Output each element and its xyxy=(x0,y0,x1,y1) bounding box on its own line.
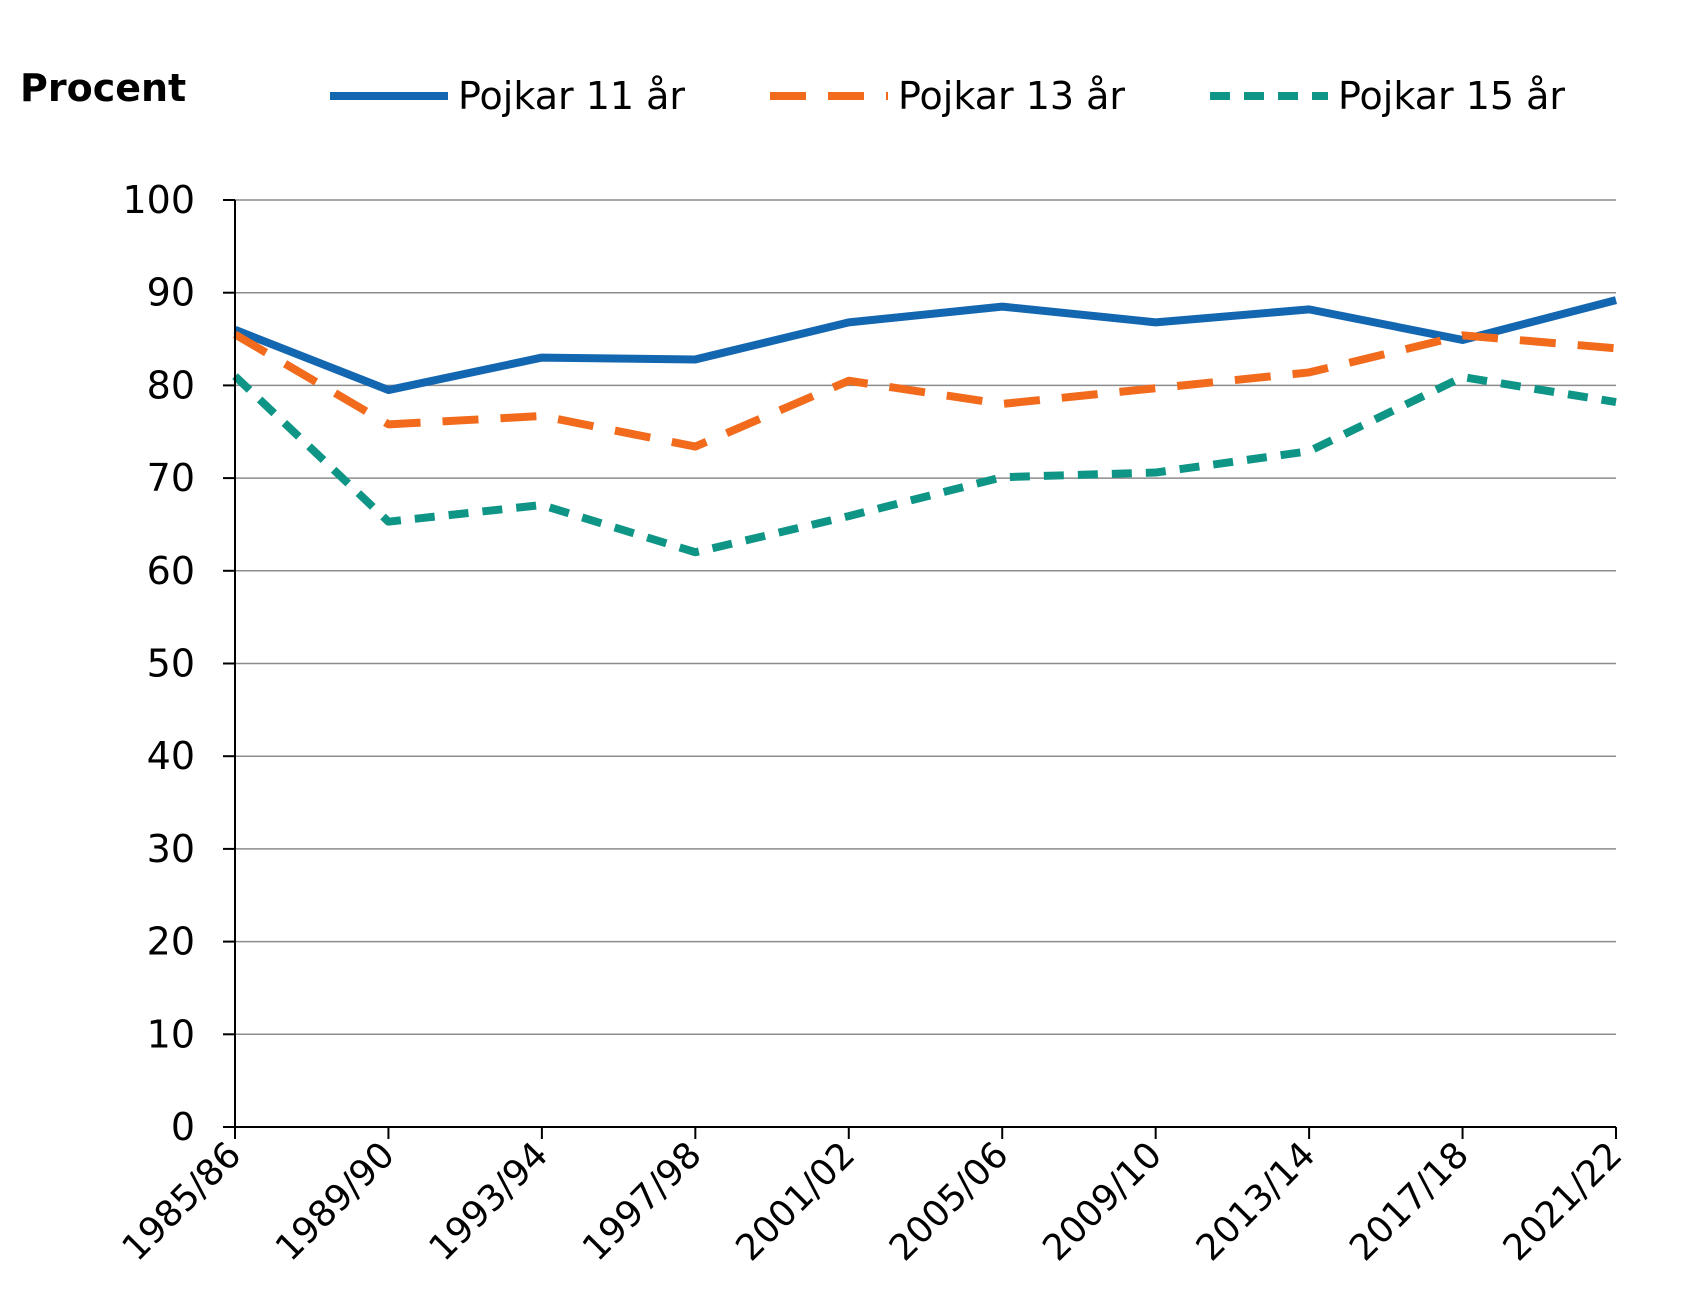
x-tick-labels: 1985/86 1989/90 1993/94 1997/98 2001/02 2005/… xyxy=(115,1134,1631,1269)
gridlines xyxy=(235,199,1616,1036)
x-tick-label: 2009/10 xyxy=(1035,1134,1170,1269)
series-line-2 xyxy=(232,330,1617,451)
series-line-1 xyxy=(233,296,1618,395)
series-lines xyxy=(232,296,1618,557)
x-tick-label: 1997/98 xyxy=(575,1134,710,1269)
x-tick-label: 2005/06 xyxy=(882,1134,1017,1269)
y-axis-title: Procent xyxy=(20,66,187,110)
x-tick-label: 1985/86 xyxy=(115,1134,250,1269)
x-tick-label: 1989/90 xyxy=(268,1134,403,1269)
legend-label-3: Pojkar 15 år xyxy=(1338,74,1565,118)
y-tick-label: 30 xyxy=(147,827,195,871)
y-tick-label: 10 xyxy=(147,1012,195,1056)
legend-label-1: Pojkar 11 år xyxy=(458,74,685,118)
y-tick-label: 70 xyxy=(147,456,195,500)
y-tick-label: 40 xyxy=(147,734,195,778)
legend: Pojkar 11 år Pojkar 13 år Pojkar 15 år xyxy=(330,74,1565,118)
x-tick-label: 2013/14 xyxy=(1189,1134,1324,1269)
y-tick-labels: 0 10 20 30 40 50 60 70 80 90 100 xyxy=(122,178,195,1149)
x-tick-label: 2021/22 xyxy=(1496,1134,1631,1269)
series-line-3 xyxy=(232,373,1617,557)
x-tick-label: 2017/18 xyxy=(1342,1134,1477,1269)
x-tick-label: 1993/94 xyxy=(422,1134,557,1269)
x-tick-label: 2001/02 xyxy=(728,1134,863,1269)
y-tick-label: 20 xyxy=(147,920,195,964)
y-tick-label: 100 xyxy=(122,178,195,222)
y-tick-label: 80 xyxy=(147,363,195,407)
y-tick-label: 60 xyxy=(147,549,195,593)
y-tick-label: 50 xyxy=(147,642,195,686)
axes xyxy=(223,199,1617,1139)
y-tick-label: 0 xyxy=(171,1105,195,1149)
y-tick-label: 90 xyxy=(147,271,195,315)
legend-label-2: Pojkar 13 år xyxy=(898,74,1125,118)
